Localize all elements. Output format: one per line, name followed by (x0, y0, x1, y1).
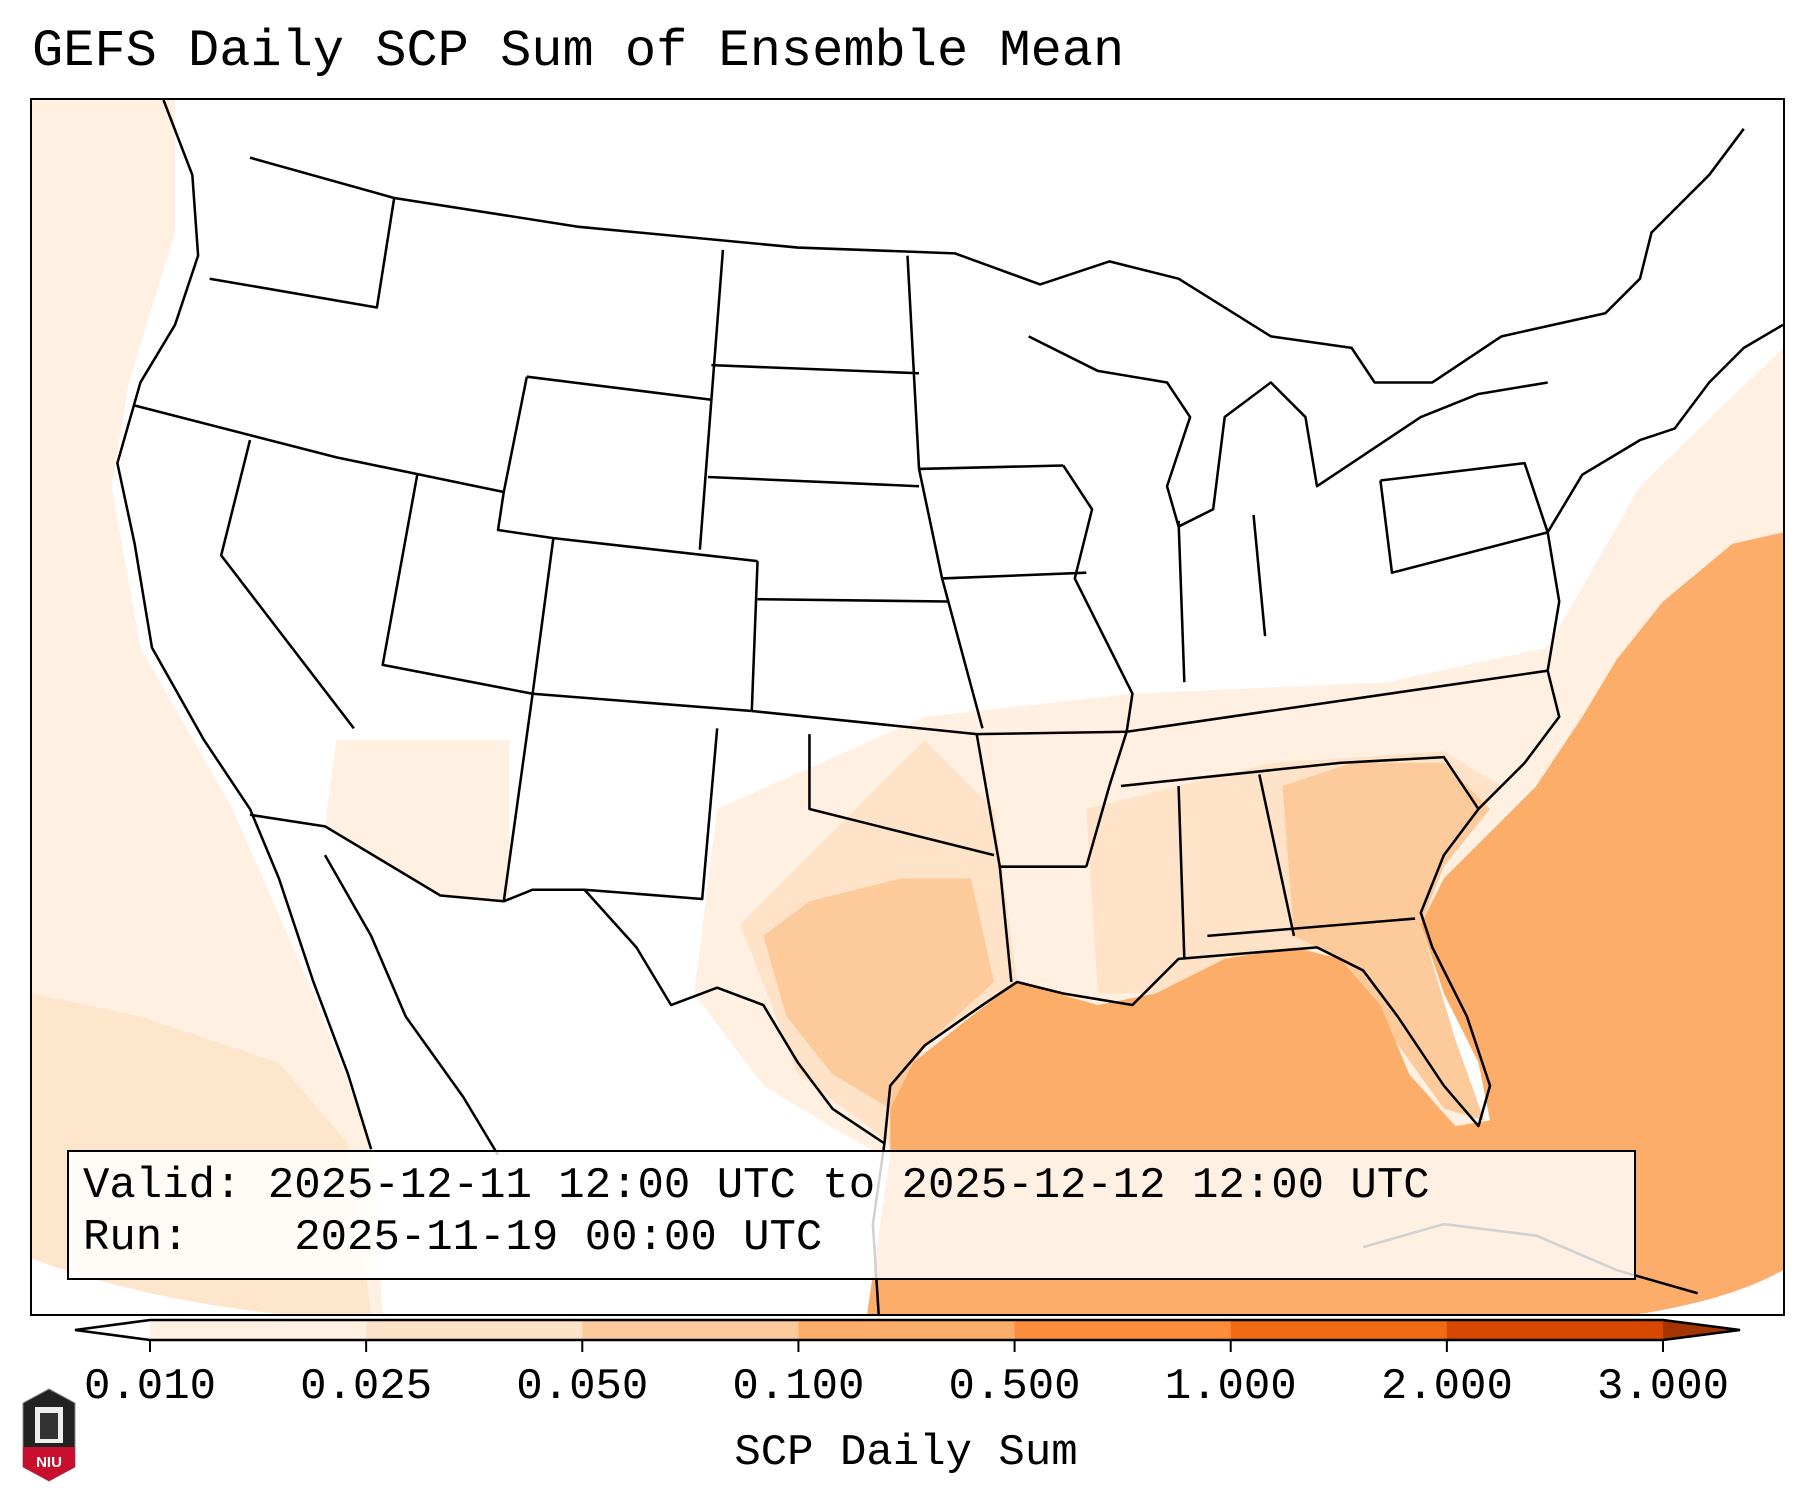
state-line-oh (1252, 514, 1267, 637)
map-panel (30, 98, 1785, 1316)
canada-border (249, 128, 1745, 384)
colorbar (74, 1318, 1741, 1352)
projection-edge (32, 1258, 1783, 1314)
niu-logo: NIU (22, 1388, 76, 1482)
state-line-ca-nv (219, 439, 355, 730)
state-line-la (998, 866, 1013, 983)
colorbar-bin (150, 1320, 367, 1340)
state-line-mo-n (942, 571, 1087, 580)
state-line-wy (502, 376, 529, 493)
valid-value: 2025-12-11 12:00 UTC to 2025-12-12 12:00… (267, 1161, 1430, 1211)
state-line-fl (1207, 917, 1416, 938)
colorbar-tick-label: 1.000 (1164, 1362, 1297, 1412)
chart-title: GEFS Daily SCP Sum of Ensemble Mean (32, 22, 1125, 81)
shade-pacific (32, 100, 383, 1314)
state-line-tn-n (1126, 669, 1548, 734)
svg-text:NIU: NIU (36, 1454, 62, 1471)
state-line-mississippi (1062, 464, 1134, 868)
state-lines-west (209, 197, 396, 309)
state-line-pa (1379, 461, 1549, 574)
state-line-mt-wy (526, 375, 713, 550)
state-line-al-ga (1258, 774, 1296, 937)
colorbar-tick-label: 0.025 (300, 1362, 433, 1412)
run-label: Run: (83, 1213, 189, 1263)
state-line-ia-mn (919, 464, 1064, 471)
colorbar-bin (1446, 1320, 1664, 1340)
state-line-nv-ut (381, 474, 752, 713)
colorbar-tick-label: 0.100 (732, 1362, 865, 1412)
colorbar-bin (1230, 1320, 1448, 1340)
state-line-nd-sd (711, 363, 920, 375)
state-line-il-in (1177, 520, 1186, 683)
map-svg (32, 100, 1783, 1314)
info-box: Valid: 2025-12-11 12:00 UTC to 2025-12-1… (67, 1150, 1636, 1280)
mexico-border (249, 813, 886, 1145)
colorbar-tick-label: 3.000 (1596, 1362, 1730, 1412)
state-line-sd-ne (707, 475, 920, 488)
shade-texas (763, 878, 995, 1109)
state-line-co-e (750, 561, 759, 712)
colorbar-extend-under (75, 1320, 150, 1340)
shade-georgia-florida (1282, 762, 1491, 1121)
state-line-nd (710, 249, 725, 400)
mexico-west-coast (323, 854, 500, 1156)
state-line-wy-s (496, 491, 758, 563)
colorbar-label: SCP Daily Sum (734, 1428, 1078, 1478)
colorbar-tick-label: 0.010 (83, 1362, 217, 1412)
colorbar-bin (366, 1320, 583, 1340)
coastline-west (116, 100, 373, 1150)
state-line-tn-s (1120, 755, 1480, 810)
state-lines (134, 404, 505, 494)
colorbar-bin (582, 1320, 799, 1340)
shade-southwest (324, 739, 510, 902)
coastline-gulf-east (883, 323, 1783, 1144)
state-line-az-nm (502, 693, 534, 902)
state-line-ms-al (1177, 785, 1186, 959)
state-line-mn (906, 255, 984, 729)
run-value: 2025-11-19 00:00 UTC (294, 1213, 823, 1263)
colorbar-bin (1014, 1320, 1232, 1340)
state-line-nm-tx (584, 728, 719, 901)
colorbar-tick-label: 2.000 (1380, 1362, 1513, 1412)
state-line-ne-ks (757, 597, 948, 603)
state-line-ok-tx (808, 734, 995, 857)
valid-label: Valid: (83, 1161, 242, 1211)
state-line-ut-co (531, 537, 555, 694)
colorbar-extend-over (1663, 1320, 1740, 1340)
great-lakes (1028, 335, 1548, 528)
colorbar-tick-label: 0.500 (948, 1362, 1081, 1412)
colorbar-bin (798, 1320, 1016, 1340)
colorbar-tick-label: 0.050 (516, 1362, 649, 1412)
shade-gulf-atlantic (867, 532, 1783, 1314)
